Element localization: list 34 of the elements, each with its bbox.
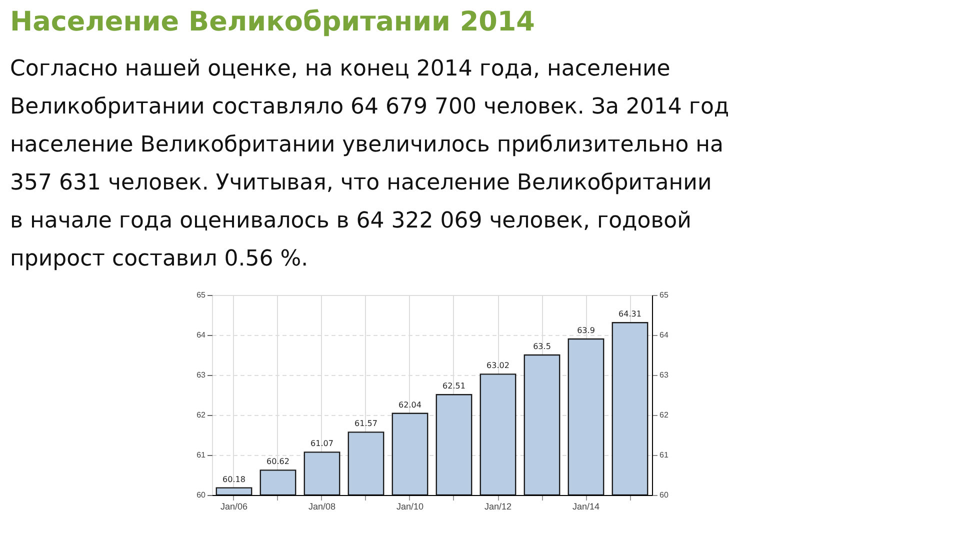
data-label: 62.51: [442, 382, 466, 391]
x-tick-label: Jan/06: [220, 502, 248, 512]
y-tick-label: 65: [196, 290, 206, 300]
x-tick-label: Jan/12: [484, 502, 512, 512]
text: население Великобритании увеличилось приблизительно на: [10, 132, 724, 158]
data-label: 62.04: [398, 400, 422, 410]
data-label: 61.57: [354, 419, 378, 428]
text: 357 631 человек. Учитывая, что население Великобритании: [10, 170, 712, 196]
data-label: 63.9: [577, 326, 595, 335]
x-tick-label: Jan/08: [308, 502, 336, 512]
data-label: 63.5: [533, 342, 551, 351]
y2-tick-label: 61: [660, 450, 669, 460]
y2-tick-label: 62: [660, 410, 669, 420]
data-label: 61.07: [310, 439, 334, 448]
y-tick-label: 60: [196, 490, 206, 500]
x-tick-label: Jan/14: [572, 502, 600, 512]
text: Согласно нашей оценке, на конец 2014 года, население: [10, 56, 670, 82]
y-tick-label: 63: [196, 370, 206, 380]
y-tick-label: 64: [196, 330, 206, 340]
y2-tick-label: 60: [660, 490, 669, 500]
data-label: 64.31: [618, 310, 642, 319]
text: прирост составил 0.56 %.: [10, 246, 308, 272]
text: в начале года оценивалось в 64 322 069 человек, годовой: [10, 208, 692, 234]
y-tick-label: 61: [196, 450, 206, 460]
y2-tick-label: 63: [660, 370, 669, 380]
y2-tick-label: 64: [660, 330, 669, 340]
data-label: 60.62: [266, 457, 290, 466]
data-label: 63.02: [486, 361, 510, 370]
y-tick-label: 62: [196, 410, 206, 420]
x-tick-label: Jan/10: [396, 502, 424, 512]
text: Великобритании составляло 64 679 700 человек. За 2014 год: [10, 94, 730, 120]
y2-tick-label: 65: [660, 290, 669, 300]
chart-title: Население Великобритании 2014: [10, 6, 535, 38]
data-label: 60.18: [222, 474, 246, 484]
